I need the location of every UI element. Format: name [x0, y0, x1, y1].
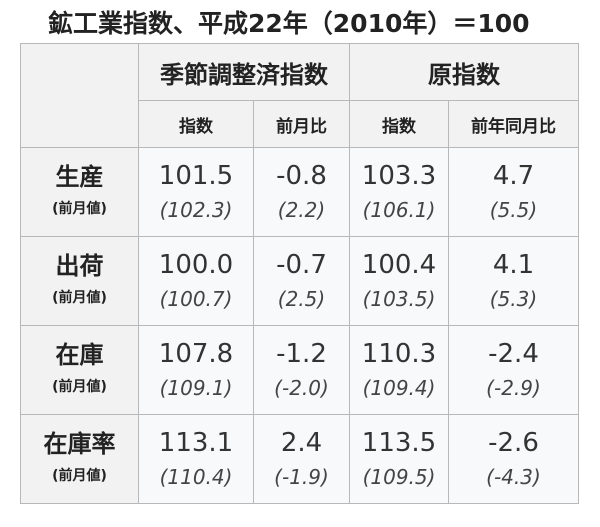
col-header: 指数 [349, 100, 449, 148]
value-cell: 100.0 (100.7) [138, 236, 254, 326]
previous-value: (110.4) [159, 465, 233, 489]
header-original-index: 原指数 [349, 43, 579, 101]
current-value: 113.1 [158, 428, 234, 458]
row-header: 在庫率 (前月値) [20, 414, 139, 504]
value-cell: 107.8 (109.1) [138, 325, 254, 415]
previous-value: (-4.3) [486, 465, 541, 489]
previous-value: (106.1) [362, 198, 436, 222]
current-value: 113.5 [361, 428, 437, 458]
corner-cell [20, 43, 139, 148]
table-row: 在庫率 (前月値) 113.1 (110.4) 2.4 (-1.9) 113.5… [20, 414, 579, 504]
previous-value: (5.3) [489, 287, 538, 311]
table-title: 鉱工業指数、平成22年（2010年）＝100 [48, 9, 530, 38]
prev-month-label: (前月値) [52, 379, 107, 395]
current-value: 4.1 [492, 250, 535, 280]
row-header: 在庫 (前月値) [20, 325, 139, 415]
previous-value: (2.5) [277, 287, 326, 311]
row-label: 在庫 [55, 341, 104, 369]
col-header: 前年同月比 [448, 100, 579, 148]
current-value: 100.0 [158, 250, 234, 280]
prev-month-label: (前月値) [52, 201, 107, 217]
value-cell: 101.5 (102.3) [138, 147, 254, 237]
value-cell: -2.6 (-4.3) [448, 414, 579, 504]
current-value: -0.7 [276, 250, 327, 280]
value-cell: -0.8 (2.2) [253, 147, 350, 237]
current-value: 100.4 [361, 250, 437, 280]
previous-value: (2.2) [277, 198, 326, 222]
col-header: 前月比 [253, 100, 350, 148]
current-value: -2.4 [488, 339, 539, 369]
current-value: -1.2 [276, 339, 327, 369]
header-seasonally-adjusted: 季節調整済指数 [138, 43, 350, 101]
previous-value: (103.5) [362, 287, 436, 311]
current-value: 107.8 [158, 339, 234, 369]
current-value: 110.3 [361, 339, 437, 369]
previous-value: (-2.9) [486, 376, 541, 400]
current-value: 103.3 [361, 161, 437, 191]
col-header: 指数 [138, 100, 254, 148]
value-cell: 2.4 (-1.9) [253, 414, 350, 504]
previous-value: (109.1) [159, 376, 233, 400]
current-value: -0.8 [276, 161, 327, 191]
prev-month-label: (前月値) [52, 290, 107, 306]
previous-value: (-1.9) [274, 465, 329, 489]
value-cell: 4.7 (5.5) [448, 147, 579, 237]
value-cell: 113.1 (110.4) [138, 414, 254, 504]
table-row: 生産 (前月値) 101.5 (102.3) -0.8 (2.2) 103.3 … [20, 147, 579, 237]
previous-value: (102.3) [159, 198, 233, 222]
row-label: 出荷 [55, 252, 104, 280]
current-value: 2.4 [280, 428, 323, 458]
table-row: 出荷 (前月値) 100.0 (100.7) -0.7 (2.5) 100.4 … [20, 236, 579, 326]
value-cell: -1.2 (-2.0) [253, 325, 350, 415]
value-cell: 100.4 (103.5) [349, 236, 449, 326]
previous-value: (100.7) [159, 287, 233, 311]
value-cell: -2.4 (-2.9) [448, 325, 579, 415]
value-cell: 103.3 (106.1) [349, 147, 449, 237]
table-row: 在庫 (前月値) 107.8 (109.1) -1.2 (-2.0) 110.3… [20, 325, 579, 415]
value-cell: 110.3 (109.4) [349, 325, 449, 415]
value-cell: 113.5 (109.5) [349, 414, 449, 504]
previous-value: (109.4) [362, 376, 436, 400]
prev-month-label: (前月値) [52, 468, 107, 484]
row-header: 出荷 (前月値) [20, 236, 139, 326]
current-value: 4.7 [492, 161, 535, 191]
current-value: -2.6 [488, 428, 539, 458]
value-cell: -0.7 (2.5) [253, 236, 350, 326]
previous-value: (-2.0) [274, 376, 329, 400]
value-cell: 4.1 (5.3) [448, 236, 579, 326]
previous-value: (109.5) [362, 465, 436, 489]
row-label: 生産 [55, 163, 104, 191]
previous-value: (5.5) [489, 198, 538, 222]
row-label: 在庫率 [43, 430, 116, 458]
index-table: 季節調整済指数 原指数 指数 前月比 指数 前年同月比 生産 (前月値) 101… [20, 43, 579, 504]
row-header: 生産 (前月値) [20, 147, 139, 237]
current-value: 101.5 [158, 161, 234, 191]
